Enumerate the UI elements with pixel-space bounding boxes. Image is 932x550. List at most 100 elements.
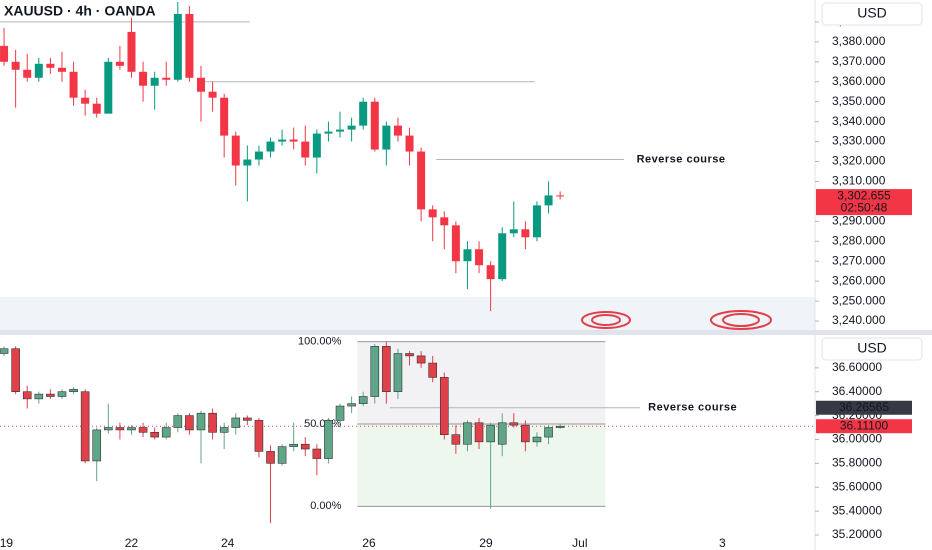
candle-body — [104, 61, 113, 114]
y-tick-label: 35.80000 — [832, 456, 882, 470]
candle-body — [498, 233, 507, 280]
y-tick-label: 3,270.000 — [832, 253, 886, 267]
x-tick-label: Jul — [572, 536, 587, 550]
candle-body — [405, 135, 414, 152]
annotation: Reverse course — [637, 153, 726, 165]
x-tick-label: 24 — [221, 536, 235, 550]
candle-body — [474, 422, 484, 443]
y-tick-label: 36.40000 — [832, 384, 882, 398]
candle-body — [393, 353, 403, 393]
candle-body — [127, 427, 136, 431]
candle-body — [162, 77, 171, 80]
candle-body — [92, 103, 101, 114]
y-tick-label: 3,250.000 — [832, 293, 886, 307]
x-tick-label: 22 — [125, 536, 139, 550]
candle-body — [23, 69, 32, 78]
y-tick-label: 3,320.000 — [832, 154, 886, 168]
candle-body — [254, 420, 264, 452]
candle-body — [440, 217, 449, 226]
candle-body — [370, 101, 379, 150]
currency: USD — [857, 340, 887, 356]
candle-body — [382, 346, 391, 393]
watermark — [581, 310, 772, 330]
y-tick-label: 3,290.000 — [832, 214, 886, 228]
panel-separator — [0, 330, 932, 335]
candle-body — [220, 97, 229, 136]
candle-body — [266, 451, 275, 464]
y-tick-label: 36.00000 — [832, 432, 882, 446]
candle-body — [463, 422, 472, 445]
countdown: 02:50:48 — [841, 200, 888, 214]
candle-body — [497, 422, 507, 445]
candle-body — [34, 393, 44, 400]
candle-body — [139, 71, 148, 86]
candle-body — [243, 417, 252, 421]
candle-body — [243, 159, 252, 166]
candle-body — [544, 427, 553, 438]
y-tick-label: 3,350.000 — [832, 94, 886, 108]
candle-body — [219, 427, 229, 433]
y-tick-label: 35.40000 — [832, 503, 882, 517]
candle-body — [11, 348, 20, 393]
candle-body — [486, 424, 495, 443]
y-tick-label: 3,310.000 — [832, 174, 886, 188]
fib-label: 100.00% — [298, 335, 342, 347]
candle-body — [475, 249, 484, 266]
y-tick-label: 3,240.000 — [832, 313, 886, 327]
candle-body — [289, 443, 298, 447]
candle-body — [359, 101, 368, 126]
candle-body — [278, 139, 287, 142]
y-tick-label: 35.60000 — [832, 479, 882, 493]
candle-body — [312, 448, 322, 459]
candle-body — [463, 249, 472, 262]
y-tick-label: 3,370.000 — [832, 54, 886, 68]
candle-body — [532, 205, 541, 238]
candle-body — [509, 422, 519, 426]
candle-body — [347, 403, 356, 407]
candle-body — [11, 61, 20, 70]
candle-body — [173, 13, 182, 80]
candle-body — [69, 71, 78, 98]
candle-body — [0, 45, 9, 62]
candle-body — [347, 125, 356, 130]
candle-body — [150, 432, 159, 438]
annotation: Reverse course — [648, 402, 737, 414]
currency-box — [821, 337, 923, 361]
last-price-label: 3,302.655 — [837, 188, 891, 202]
candle-body — [22, 391, 32, 400]
last-price-box — [816, 419, 912, 434]
candle-body — [555, 425, 565, 428]
candle-body — [254, 151, 263, 160]
x-tick-label: 29 — [479, 536, 493, 550]
candle-body — [115, 427, 125, 431]
y-tick-label: 3,360.000 — [832, 74, 886, 88]
x-tick-label: 19 — [0, 536, 13, 550]
candle-body — [416, 355, 426, 364]
y-tick-label: 3,340.000 — [832, 114, 886, 128]
price-line-box — [816, 400, 912, 415]
candle-body — [150, 77, 159, 86]
candle-body — [69, 389, 78, 393]
candle-body — [196, 77, 205, 92]
price-line-label: 36.26565 — [839, 400, 889, 414]
candle-body — [173, 415, 183, 428]
candle-body — [417, 151, 426, 210]
candle-body — [405, 353, 414, 357]
candle-body — [104, 427, 113, 431]
candle-body — [80, 391, 90, 462]
candle-body — [185, 13, 194, 78]
y-tick-label: 3,280.000 — [832, 233, 886, 247]
candle-body — [324, 131, 333, 134]
candle-body — [544, 195, 553, 206]
candle-body — [336, 129, 345, 132]
candle-body — [335, 405, 345, 421]
candle-body — [46, 63, 55, 68]
candle-body — [208, 412, 217, 433]
candle-body — [81, 97, 90, 104]
candle-body — [370, 346, 380, 397]
candle-body — [556, 195, 565, 197]
candle-body — [532, 436, 542, 443]
candle-body — [324, 420, 333, 459]
candle-body — [301, 141, 310, 158]
